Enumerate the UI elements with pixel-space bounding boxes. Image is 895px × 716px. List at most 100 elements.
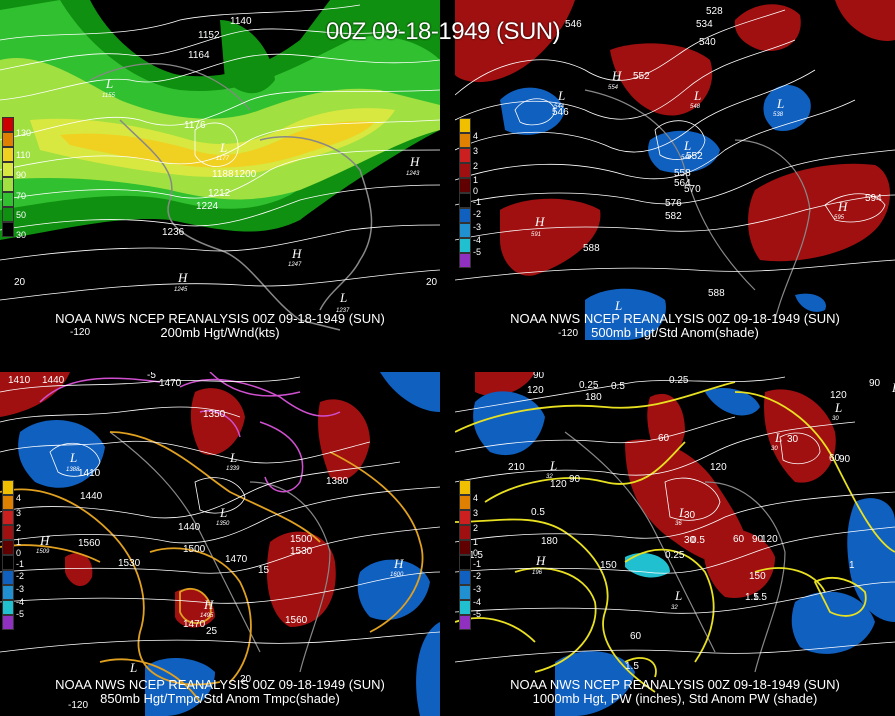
colorbar-label: 1 bbox=[473, 537, 479, 547]
colorbar-swatch bbox=[459, 495, 471, 510]
center-value: 1495 bbox=[200, 613, 214, 619]
colorbar-label: -1 bbox=[473, 197, 482, 207]
panel-subcaption: 500mb Hgt/Std Anom(shade) bbox=[591, 325, 759, 340]
colorbar-swatch bbox=[2, 147, 14, 162]
contour-label: 120 bbox=[527, 385, 544, 396]
temp-label: -5 bbox=[147, 372, 156, 381]
contour-label: 120 bbox=[830, 390, 847, 401]
high-center: H bbox=[837, 199, 848, 214]
contour-label: 1500 bbox=[290, 534, 313, 545]
colorbar-swatch bbox=[2, 585, 14, 600]
map-500mb: 528 534 540 546 546 552 552 558 564 570 … bbox=[455, 0, 895, 340]
colorbar-swatch bbox=[2, 525, 14, 540]
low-center: L bbox=[219, 505, 227, 520]
contour-label: 1560 bbox=[285, 615, 308, 626]
low-center: L bbox=[614, 298, 622, 313]
contour-label: 60 bbox=[630, 631, 642, 642]
contour-label: 552 bbox=[686, 151, 703, 162]
panel-200mb: 1140 1152 1164 1176 1188 1200 1212 1224 … bbox=[0, 0, 440, 340]
contour-label: 1530 bbox=[118, 558, 141, 569]
panel-caption: NOAA NWS NCEP REANALYSIS 00Z 09-18-1949 … bbox=[55, 311, 385, 326]
contour-label: 150 bbox=[749, 571, 766, 582]
pw-label: 0.25 bbox=[669, 375, 689, 386]
contour-label: 594 bbox=[865, 193, 882, 204]
colorbar-label: -1 bbox=[473, 559, 482, 569]
colorbar-swatch bbox=[459, 118, 471, 133]
contour-label: 540 bbox=[699, 37, 716, 48]
colorbar-swatch bbox=[459, 178, 471, 193]
contour-label: 30 bbox=[787, 434, 799, 445]
contour-label: 1164 bbox=[188, 50, 210, 61]
colorbar-swatch bbox=[459, 555, 471, 570]
contour-label: 546 bbox=[565, 19, 582, 30]
low-center: L bbox=[674, 588, 682, 603]
pw-label: 0.25 bbox=[665, 550, 685, 561]
pw-label: 1 bbox=[849, 560, 855, 571]
center-value: 546 bbox=[681, 155, 692, 161]
center-value: 30 bbox=[832, 416, 839, 422]
colorbar-label: 110 bbox=[16, 150, 31, 160]
colorbar-swatch bbox=[459, 570, 471, 585]
map-850mb: 1410 1440 1470 1350 1410 1440 1380 1440 … bbox=[0, 372, 440, 716]
colorbar-label: -2 bbox=[473, 571, 482, 581]
center-value: 1388 bbox=[66, 467, 80, 473]
low-center: L bbox=[693, 88, 701, 103]
colorbar-swatch bbox=[2, 480, 14, 495]
panel-caption: NOAA NWS NCEP REANALYSIS 00Z 09-18-1949 … bbox=[510, 677, 840, 692]
pw-label: 1.5 bbox=[753, 592, 767, 603]
contour-label: 1470 bbox=[183, 619, 206, 630]
colorbar-label: 130 bbox=[16, 128, 32, 138]
contour-label: 1530 bbox=[290, 546, 313, 557]
contour-label: 30 bbox=[684, 535, 696, 546]
colorbar-label: 0 bbox=[473, 186, 479, 196]
contour-label: 558 bbox=[674, 168, 691, 179]
panel-subcaption: 1000mb Hgt, PW (inches), Std Anom PW (sh… bbox=[532, 691, 818, 706]
lon-label: -120 bbox=[70, 327, 90, 338]
colorbar-swatch bbox=[2, 192, 14, 207]
contour-label: 1236 bbox=[162, 227, 185, 238]
contour-label: 30 bbox=[684, 510, 696, 521]
contour-label: 1470 bbox=[159, 378, 182, 389]
center-value: 548 bbox=[690, 104, 701, 110]
center-value: 1350 bbox=[216, 521, 230, 527]
contour-label: 582 bbox=[665, 211, 682, 222]
colorbar-label: 2 bbox=[473, 161, 479, 171]
contour-label: 150 bbox=[600, 560, 617, 571]
colorbar-label: -3 bbox=[16, 584, 25, 594]
colorbar-label: 3 bbox=[473, 146, 479, 156]
colorbar-label: 50 bbox=[16, 210, 27, 220]
center-value: 1247 bbox=[288, 262, 302, 268]
colorbar-swatch bbox=[2, 177, 14, 192]
contour-label: 1200 bbox=[234, 169, 257, 180]
contour-label: 120 bbox=[710, 462, 727, 473]
colorbar-swatch bbox=[2, 495, 14, 510]
high-center: H bbox=[39, 533, 50, 548]
colorbar-label: 3 bbox=[473, 508, 479, 518]
colorbar-label: -4 bbox=[473, 597, 482, 607]
colorbar-swatch bbox=[459, 193, 471, 208]
high-center: H bbox=[535, 553, 546, 568]
panel-500mb: 528 534 540 546 546 552 552 558 564 570 … bbox=[455, 0, 895, 340]
colorbar-label: -3 bbox=[473, 222, 482, 232]
lat-label: 20 bbox=[14, 277, 26, 288]
lon-label: -120 bbox=[558, 328, 578, 339]
colorbar-label: 2 bbox=[473, 523, 479, 533]
center-value: 1245 bbox=[174, 287, 188, 293]
colorbar-swatch bbox=[2, 540, 14, 555]
contour-label: 1140 bbox=[230, 16, 252, 27]
contour-label: 546 bbox=[552, 107, 569, 118]
contour-label: 564 bbox=[674, 178, 691, 189]
colorbar-swatch bbox=[2, 555, 14, 570]
colorbar-label: -4 bbox=[16, 597, 25, 607]
pw-label: 0.5 bbox=[611, 381, 625, 392]
colorbar-swatch bbox=[459, 525, 471, 540]
contour-label: 1440 bbox=[42, 375, 65, 386]
colorbar-label: -3 bbox=[473, 584, 482, 594]
contour-label: 90 bbox=[839, 454, 851, 465]
colorbar-swatch bbox=[2, 132, 14, 147]
high-center: H bbox=[177, 270, 188, 285]
panel-850mb: 1410 1440 1470 1350 1410 1440 1380 1440 … bbox=[0, 372, 440, 716]
pw-label: 1.5 bbox=[745, 592, 759, 603]
pw-label: 1.5 bbox=[625, 661, 639, 672]
contour-label: 1380 bbox=[326, 476, 349, 487]
